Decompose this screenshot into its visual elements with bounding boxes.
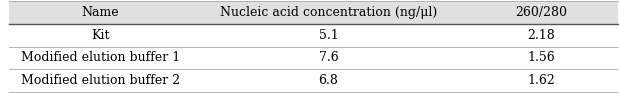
Text: 6.8: 6.8 [319, 74, 339, 87]
Text: 260/280: 260/280 [516, 6, 568, 19]
Bar [9, 69, 618, 92]
Bar [9, 1, 618, 24]
Text: 2.18: 2.18 [527, 29, 555, 42]
Text: Nucleic acid concentration (ng/μl): Nucleic acid concentration (ng/μl) [220, 6, 437, 19]
Text: 1.56: 1.56 [527, 51, 555, 64]
Text: Kit: Kit [91, 29, 110, 42]
Text: Modified elution buffer 2: Modified elution buffer 2 [21, 74, 180, 87]
Text: Name: Name [82, 6, 119, 19]
Text: 1.62: 1.62 [527, 74, 555, 87]
Text: Modified elution buffer 1: Modified elution buffer 1 [20, 51, 180, 64]
Bar [9, 24, 618, 46]
Text: 5.1: 5.1 [319, 29, 339, 42]
Text: 7.6: 7.6 [319, 51, 339, 64]
Bar [9, 46, 618, 69]
